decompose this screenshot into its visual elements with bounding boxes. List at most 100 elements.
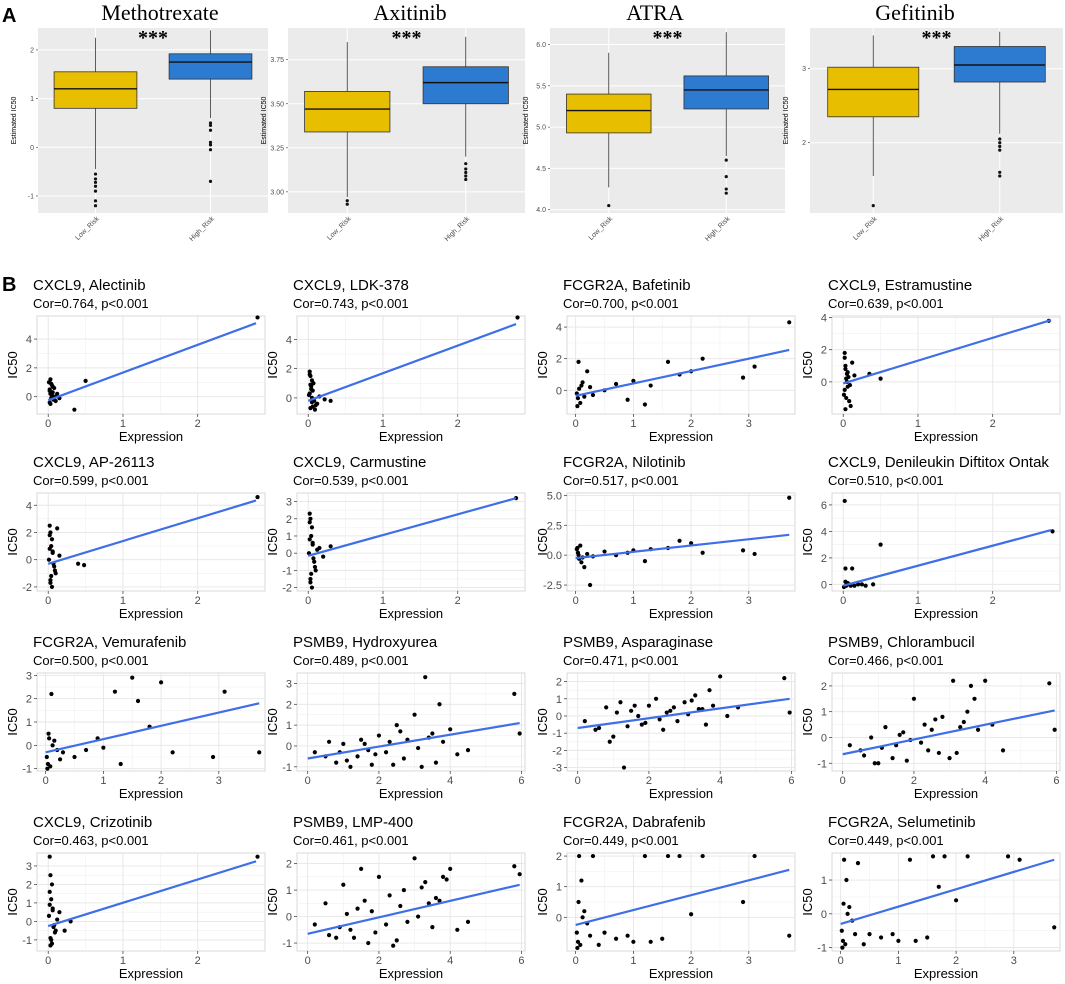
data-point (878, 376, 883, 381)
data-point (929, 727, 934, 732)
data-point (578, 400, 583, 406)
outlier-point (345, 199, 349, 203)
data-point (405, 919, 410, 924)
data-point (661, 727, 666, 732)
y-tick-label: 1 (30, 96, 34, 103)
data-point (958, 725, 963, 730)
boxplot-1: Methotrexate -1 0 1 2 Estimated IC50 *** Low_Ri… (11, 0, 268, 243)
data-point (859, 582, 865, 587)
scatter-title: CXCL9, Crizotinib (33, 814, 152, 831)
x-tick-label: 2 (158, 775, 164, 787)
x-tick-label: Low_Risk (74, 215, 101, 242)
x-tick-label: Low_Risk (326, 215, 353, 242)
outlier-point (208, 148, 213, 152)
y-axis-label: Estimated IC50 (11, 96, 18, 144)
data-point (590, 853, 596, 859)
data-point (55, 391, 60, 396)
x-tick-label: 1 (120, 595, 126, 607)
plot-panel (831, 492, 1061, 592)
data-point (255, 854, 260, 859)
data-point (83, 747, 89, 753)
data-point (46, 557, 52, 562)
x-axis-label: Expression (914, 606, 978, 621)
data-point (636, 713, 641, 719)
data-point (787, 495, 792, 500)
data-point (48, 764, 53, 769)
data-point (455, 752, 460, 757)
data-point (255, 315, 260, 320)
data-point (575, 945, 580, 951)
outlier-point (464, 170, 468, 175)
data-point (52, 738, 57, 743)
data-point (926, 748, 931, 753)
scatter-title: PSMB9, Hydroxyurea (293, 634, 438, 651)
data-point (517, 872, 522, 877)
data-point (954, 750, 959, 756)
data-point (752, 551, 757, 557)
outlier-point (93, 172, 98, 176)
y-tick-label: -2.5 (543, 580, 562, 592)
data-point (112, 689, 118, 694)
data-point (625, 724, 630, 729)
x-tick-label: 1 (100, 775, 106, 787)
data-point (621, 765, 627, 770)
y-tick-label: -2 (552, 745, 562, 757)
x-tick-label: 2 (455, 418, 461, 430)
data-point (855, 861, 861, 866)
regression-line (47, 499, 257, 565)
data-point (307, 511, 312, 516)
y-axis-label: IC50 (800, 708, 815, 735)
y-tick-label: 4 (821, 526, 827, 538)
data-point (639, 722, 644, 727)
y-tick-label: 6.0 (536, 42, 546, 49)
data-point (46, 913, 52, 918)
data-point (401, 756, 406, 761)
outlier-point (93, 184, 98, 188)
charts-container: Methotrexate -1 0 1 2 Estimated IC50 *** Low_Ri… (5, 0, 1063, 981)
data-point (334, 935, 339, 940)
data-point (718, 674, 723, 679)
outlier-point (208, 179, 213, 183)
plot-panel (296, 492, 526, 592)
data-point (326, 739, 332, 744)
box-low-risk (53, 71, 138, 109)
data-point (130, 675, 135, 680)
scatter-8: CXCL9, Denileukin Diftitox Ontak Cor=0.51… (800, 454, 1061, 621)
data-point (433, 760, 439, 765)
data-point (918, 740, 924, 745)
y-tick-label: 4.5 (536, 166, 546, 173)
outlier-point (998, 141, 1002, 145)
data-point (307, 391, 312, 396)
outlier-point (724, 187, 728, 191)
data-point (689, 541, 694, 546)
data-point (843, 942, 848, 947)
outlier-point (208, 143, 213, 147)
data-point (590, 392, 596, 398)
x-tick-label: 4 (447, 775, 453, 787)
data-point (47, 546, 52, 551)
data-point (1047, 681, 1052, 686)
data-point (657, 717, 662, 722)
data-point (710, 703, 716, 708)
y-tick-label: 1 (286, 531, 292, 543)
y-tick-label: 0 (286, 393, 292, 405)
data-point (901, 730, 906, 735)
x-tick-label: 3 (746, 418, 752, 430)
data-point (787, 933, 792, 938)
data-point (309, 400, 315, 405)
data-point (665, 853, 671, 859)
data-point (423, 675, 428, 680)
x-axis-label: Expression (379, 429, 443, 444)
data-point (50, 743, 55, 748)
y-axis-label: IC50 (535, 888, 550, 915)
data-point (618, 700, 623, 705)
data-point (911, 696, 917, 701)
x-tick-label: High_Risk (704, 215, 732, 243)
data-point (57, 757, 63, 762)
data-point (49, 390, 55, 395)
data-point (907, 857, 913, 862)
x-axis-label: Expression (119, 966, 183, 981)
data-point (648, 383, 653, 388)
data-point (883, 725, 888, 730)
box-low-risk (827, 66, 920, 118)
